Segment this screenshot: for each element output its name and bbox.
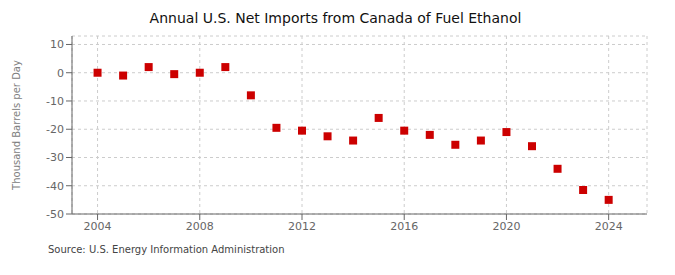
svg-text:2024: 2024 [595,220,623,233]
svg-text:Thousand Barrels per Day: Thousand Barrels per Day [11,60,22,191]
svg-text:2020: 2020 [492,220,520,233]
svg-text:-40: -40 [46,180,64,193]
svg-text:-50: -50 [46,208,64,221]
svg-text:10: 10 [50,38,64,51]
svg-text:2004: 2004 [84,220,112,233]
html-text:Annual U.S. Net Imports from C: Annual U.S. Net Imports from Canada of F… [149,10,522,26]
svg-text:-30: -30 [46,151,64,164]
html-text:Source: U.S. Energy Informatio: Source: U.S. Energy Information Administ… [48,244,285,255]
svg-text:-10: -10 [46,95,64,108]
svg-text:2008: 2008 [186,220,214,233]
svg-text:2012: 2012 [288,220,316,233]
svg-text:2016: 2016 [390,220,418,233]
svg-text:-20: -20 [46,123,64,136]
svg-text:0: 0 [57,67,64,80]
